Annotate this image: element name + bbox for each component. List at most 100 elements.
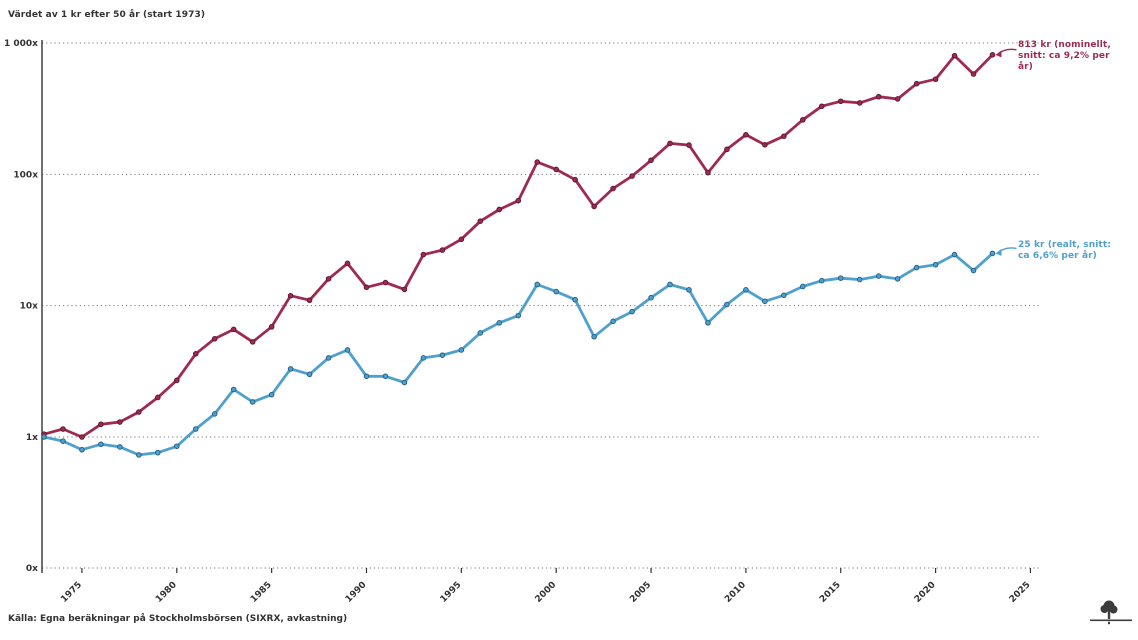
- data-point-marker: [894, 276, 901, 282]
- data-point-marker: [420, 355, 427, 361]
- data-point-marker: [363, 373, 370, 380]
- data-point-marker: [136, 409, 142, 415]
- data-point-marker: [458, 236, 465, 243]
- data-point-marker: [287, 292, 294, 299]
- data-point-marker: [818, 103, 825, 110]
- x-tick-label: 1975: [59, 580, 84, 605]
- data-point-marker: [515, 197, 522, 204]
- data-point-marker: [894, 96, 901, 102]
- data-point-marker: [686, 142, 692, 148]
- data-point-marker: [79, 434, 85, 440]
- x-tick-label: 1995: [439, 580, 464, 605]
- x-tick-label: 2010: [723, 580, 748, 605]
- y-tick-label: 1x: [26, 433, 38, 443]
- real-line: [42, 252, 994, 457]
- data-point-marker: [458, 347, 465, 353]
- data-point-marker: [325, 276, 332, 282]
- data-point-marker: [743, 132, 749, 138]
- data-point-marker: [79, 446, 85, 453]
- annotation-real-line: ca 6,6% per år): [1018, 251, 1097, 261]
- data-point-marker: [762, 141, 768, 148]
- data-point-marker: [211, 411, 218, 417]
- data-point-marker: [192, 351, 199, 357]
- data-point-marker: [420, 251, 427, 258]
- data-point-marker: [155, 394, 161, 401]
- data-point-marker: [724, 146, 730, 153]
- data-point-marker: [534, 281, 541, 288]
- data-point-marker: [591, 333, 597, 340]
- data-point-marker: [344, 347, 351, 353]
- data-point-marker: [781, 292, 787, 299]
- y-tick-label: 100x: [13, 170, 38, 180]
- data-point-marker: [60, 438, 66, 444]
- data-point-marker: [837, 98, 844, 105]
- annotation-arrowhead: [995, 50, 1002, 58]
- data-point-marker: [477, 330, 484, 336]
- data-point-marker: [249, 339, 256, 345]
- data-point-marker: [534, 159, 541, 165]
- x-tick-label: 2015: [818, 580, 843, 605]
- data-point-marker: [136, 452, 142, 458]
- data-point-marker: [117, 419, 123, 425]
- logo-tree-icon: [1090, 600, 1132, 625]
- data-point-marker: [41, 434, 47, 440]
- data-point-marker: [572, 176, 578, 183]
- annotation-nominal-line: 813 kr (nominellt,: [1018, 40, 1111, 50]
- data-point-marker: [800, 117, 806, 123]
- x-tick-label: 2020: [913, 580, 938, 605]
- data-point-marker: [648, 157, 654, 164]
- data-point-marker: [211, 335, 218, 342]
- data-point-marker: [951, 52, 958, 59]
- x-tick-label: 2005: [628, 580, 653, 605]
- data-point-marker: [515, 312, 522, 319]
- data-point-marker: [837, 275, 844, 281]
- data-point-marker: [173, 377, 180, 384]
- data-point-marker: [306, 371, 313, 378]
- data-point-marker: [155, 449, 161, 456]
- data-point-marker: [610, 185, 616, 192]
- data-point-marker: [230, 386, 237, 393]
- data-point-marker: [629, 308, 635, 315]
- data-point-marker: [344, 260, 351, 267]
- data-point-marker: [818, 277, 825, 284]
- annotation-nominal-line: år): [1018, 62, 1033, 72]
- data-point-marker: [553, 288, 559, 295]
- annotation-real-line: 25 kr (realt, snitt:: [1018, 240, 1111, 250]
- x-tick-label: 1980: [154, 580, 179, 605]
- data-point-marker: [856, 100, 863, 106]
- data-point-marker: [572, 296, 578, 303]
- data-point-marker: [382, 373, 389, 380]
- data-point-marker: [306, 297, 313, 304]
- data-point-marker: [875, 273, 882, 279]
- data-point-marker: [932, 261, 939, 268]
- data-point-marker: [686, 287, 692, 293]
- data-point-marker: [913, 80, 920, 87]
- data-point-marker: [496, 320, 503, 326]
- data-point-marker: [325, 355, 332, 361]
- data-point-marker: [401, 379, 408, 386]
- data-point-marker: [610, 318, 616, 325]
- data-point-marker: [173, 443, 180, 450]
- data-point-marker: [970, 71, 977, 77]
- x-tick-label: 1990: [344, 580, 369, 605]
- data-point-marker: [192, 426, 199, 432]
- data-point-marker: [667, 281, 673, 288]
- data-point-marker: [913, 264, 920, 271]
- data-point-marker: [762, 298, 768, 305]
- chart-title: Värdet av 1 kr efter 50 år (start 1973): [8, 10, 206, 20]
- data-point-marker: [743, 287, 749, 293]
- data-point-marker: [249, 399, 256, 405]
- data-point-marker: [117, 444, 123, 450]
- nominal-line: [42, 53, 994, 439]
- data-point-marker: [60, 426, 66, 432]
- data-point-marker: [268, 391, 275, 398]
- annotation-nominal: 813 kr (nominellt, snitt: ca 9,2% per år…: [1018, 40, 1118, 73]
- x-tick-label: 2025: [1008, 580, 1033, 605]
- data-point-marker: [363, 284, 370, 291]
- data-point-marker: [439, 352, 446, 358]
- data-point-marker: [98, 441, 104, 448]
- data-point-marker: [439, 247, 446, 253]
- source-note: Källa: Egna beräkningar på Stockholmsbör…: [8, 614, 348, 624]
